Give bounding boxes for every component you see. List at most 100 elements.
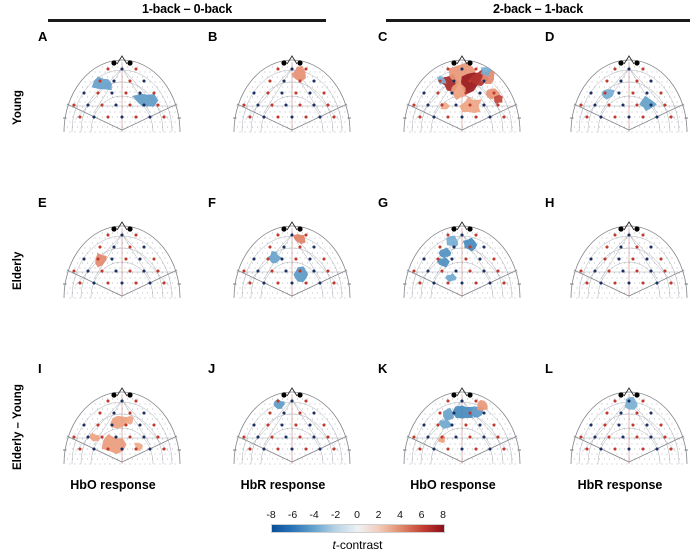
head-topography-map[interactable] bbox=[226, 368, 358, 484]
activation-clusters bbox=[437, 62, 503, 114]
source-optode bbox=[468, 245, 472, 249]
source-optode bbox=[436, 91, 440, 95]
fiducial-left bbox=[618, 60, 624, 66]
source-optode bbox=[641, 67, 645, 71]
source-optode bbox=[605, 79, 609, 83]
source-optode bbox=[464, 91, 468, 95]
colorbar-tick-label: -6 bbox=[287, 509, 298, 521]
nose-marker bbox=[456, 55, 468, 65]
row-label-elderly: Elderly bbox=[12, 251, 24, 290]
head-topography-map[interactable] bbox=[396, 368, 528, 484]
panel-e[interactable]: E bbox=[38, 196, 188, 321]
detector-optode bbox=[478, 91, 482, 95]
fiducial-left bbox=[111, 392, 117, 398]
source-optode bbox=[607, 435, 611, 439]
detector-optode bbox=[110, 91, 114, 95]
fiducial-left bbox=[281, 226, 287, 232]
source-optode bbox=[468, 435, 472, 439]
detector-optode bbox=[290, 281, 294, 285]
detector-optode bbox=[454, 435, 458, 439]
source-optode bbox=[468, 269, 472, 273]
column-group-label: 2-back – 1-back bbox=[492, 2, 584, 16]
source-optode bbox=[100, 435, 104, 439]
source-optode bbox=[162, 447, 166, 451]
source-optode bbox=[641, 399, 645, 403]
detector-optode bbox=[627, 233, 631, 237]
activation-cluster bbox=[450, 83, 467, 101]
panel-letter: J bbox=[208, 361, 216, 376]
head-fiducials bbox=[403, 387, 521, 451]
source-optode bbox=[502, 281, 506, 285]
panel-b[interactable]: B bbox=[208, 30, 358, 155]
row-label-elderly-minus-young: Elderly – Young bbox=[12, 384, 24, 470]
panel-c[interactable]: C bbox=[378, 30, 528, 155]
panel-f[interactable]: F bbox=[208, 196, 358, 321]
nose-marker bbox=[116, 221, 128, 231]
head-topography-map[interactable] bbox=[563, 202, 695, 318]
detector-optode bbox=[426, 269, 430, 273]
nose-marker bbox=[116, 55, 128, 65]
scalp-guide-lines bbox=[63, 391, 181, 465]
nose-marker bbox=[286, 387, 298, 397]
source-optode bbox=[635, 269, 639, 273]
source-optode bbox=[106, 67, 110, 71]
panel-i[interactable]: I bbox=[38, 362, 188, 487]
source-optode bbox=[128, 245, 132, 249]
detector-optode bbox=[262, 447, 266, 451]
fiducial-right bbox=[634, 60, 640, 66]
detector-optode bbox=[256, 269, 260, 273]
head-topography-map[interactable] bbox=[56, 368, 188, 484]
optode-markers bbox=[412, 233, 506, 285]
head-topography-map[interactable] bbox=[56, 202, 188, 318]
detector-optode bbox=[82, 91, 86, 95]
activation-cluster bbox=[273, 399, 285, 410]
fiducial-left bbox=[451, 226, 457, 232]
panel-h[interactable]: H bbox=[545, 196, 695, 321]
head-fiducials bbox=[233, 387, 351, 451]
panel-d[interactable]: D bbox=[545, 30, 695, 155]
colorbar-title: t-contrast bbox=[255, 538, 460, 552]
detector-optode bbox=[454, 103, 458, 107]
detector-optode bbox=[318, 115, 322, 119]
head-fiducials bbox=[403, 55, 521, 119]
head-fiducials bbox=[570, 55, 688, 119]
detector-optode bbox=[452, 411, 456, 415]
panel-l[interactable]: L bbox=[545, 362, 695, 487]
source-optode bbox=[266, 423, 270, 427]
source-optode bbox=[603, 257, 607, 261]
panel-a[interactable]: A bbox=[38, 30, 188, 155]
panel-k[interactable]: K bbox=[378, 362, 528, 487]
panel-letter: B bbox=[208, 29, 218, 44]
source-optode bbox=[100, 103, 104, 107]
detector-optode bbox=[312, 103, 316, 107]
head-topography-map[interactable] bbox=[563, 36, 695, 152]
head-topography-map[interactable] bbox=[563, 368, 695, 484]
source-optode bbox=[418, 281, 422, 285]
head-topography-map[interactable] bbox=[226, 202, 358, 318]
head-topography-map[interactable] bbox=[396, 202, 528, 318]
optode-markers bbox=[412, 399, 506, 451]
column-footer-hbr-2: HbR response bbox=[577, 478, 663, 492]
head-topography-map[interactable] bbox=[56, 36, 188, 152]
detector-optode bbox=[290, 233, 294, 237]
activation-cluster bbox=[639, 95, 657, 112]
head-topography-map[interactable] bbox=[396, 36, 528, 152]
detector-optode bbox=[482, 245, 486, 249]
optode-markers bbox=[242, 233, 336, 285]
detector-optode bbox=[290, 399, 294, 403]
head-topography-map[interactable] bbox=[226, 36, 358, 152]
source-optode bbox=[579, 435, 583, 439]
nose-marker bbox=[623, 387, 635, 397]
source-optode bbox=[304, 233, 308, 237]
colorbar-tick-label: 2 bbox=[375, 509, 382, 521]
detector-optode bbox=[627, 67, 631, 71]
source-optode bbox=[446, 281, 450, 285]
source-optode bbox=[128, 79, 132, 83]
optode-markers bbox=[242, 399, 336, 451]
fiducial-right bbox=[467, 226, 473, 232]
panel-j[interactable]: J bbox=[208, 362, 358, 487]
scalp-guide-lines bbox=[403, 391, 521, 465]
nose-marker bbox=[456, 221, 468, 231]
panel-g[interactable]: G bbox=[378, 196, 528, 321]
detector-optode bbox=[120, 115, 124, 119]
